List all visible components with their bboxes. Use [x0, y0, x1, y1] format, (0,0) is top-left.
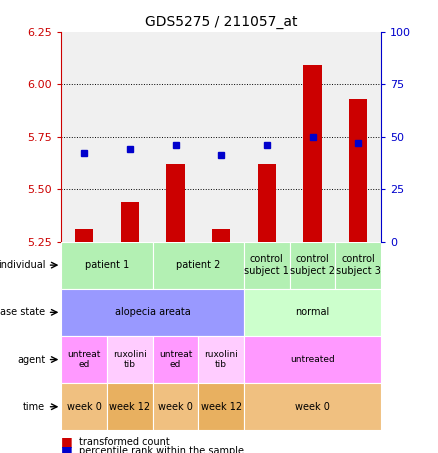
- Text: individual: individual: [0, 260, 46, 270]
- Bar: [258, 164, 276, 241]
- Text: ■: ■: [61, 435, 73, 448]
- Bar: [121, 202, 139, 241]
- Text: week 0: week 0: [295, 402, 330, 412]
- FancyBboxPatch shape: [244, 383, 381, 430]
- Text: normal: normal: [295, 307, 330, 318]
- Text: transformed count: transformed count: [79, 437, 170, 447]
- Text: agent: agent: [17, 355, 46, 365]
- FancyBboxPatch shape: [290, 241, 336, 289]
- FancyBboxPatch shape: [244, 336, 381, 383]
- Text: week 0: week 0: [158, 402, 193, 412]
- FancyBboxPatch shape: [107, 336, 153, 383]
- Text: untreated: untreated: [290, 355, 335, 364]
- Bar: [304, 65, 321, 241]
- Text: percentile rank within the sample: percentile rank within the sample: [79, 446, 244, 453]
- Text: ruxolini
tib: ruxolini tib: [113, 350, 147, 369]
- FancyBboxPatch shape: [61, 289, 244, 336]
- Text: week 0: week 0: [67, 402, 102, 412]
- Text: alopecia areata: alopecia areata: [115, 307, 191, 318]
- Text: disease state: disease state: [0, 307, 46, 318]
- Text: untreat
ed: untreat ed: [67, 350, 101, 369]
- Text: control
subject 2: control subject 2: [290, 254, 335, 276]
- Bar: [166, 164, 185, 241]
- Text: control
subject 3: control subject 3: [336, 254, 381, 276]
- Title: GDS5275 / 211057_at: GDS5275 / 211057_at: [145, 15, 297, 29]
- FancyBboxPatch shape: [61, 241, 153, 289]
- FancyBboxPatch shape: [336, 241, 381, 289]
- Bar: [349, 99, 367, 241]
- Text: week 12: week 12: [201, 402, 242, 412]
- Text: patient 1: patient 1: [85, 260, 129, 270]
- FancyBboxPatch shape: [198, 336, 244, 383]
- Text: patient 2: patient 2: [176, 260, 221, 270]
- Bar: [212, 229, 230, 241]
- FancyBboxPatch shape: [153, 241, 244, 289]
- FancyBboxPatch shape: [61, 383, 107, 430]
- Text: time: time: [23, 402, 46, 412]
- FancyBboxPatch shape: [61, 336, 107, 383]
- Text: control
subject 1: control subject 1: [244, 254, 290, 276]
- FancyBboxPatch shape: [198, 383, 244, 430]
- FancyBboxPatch shape: [107, 383, 153, 430]
- FancyBboxPatch shape: [244, 289, 381, 336]
- Text: untreat
ed: untreat ed: [159, 350, 192, 369]
- Bar: [75, 229, 93, 241]
- FancyBboxPatch shape: [153, 336, 198, 383]
- Text: week 12: week 12: [109, 402, 150, 412]
- FancyBboxPatch shape: [244, 241, 290, 289]
- Text: ■: ■: [61, 444, 73, 453]
- Text: ruxolini
tib: ruxolini tib: [204, 350, 238, 369]
- FancyBboxPatch shape: [153, 383, 198, 430]
